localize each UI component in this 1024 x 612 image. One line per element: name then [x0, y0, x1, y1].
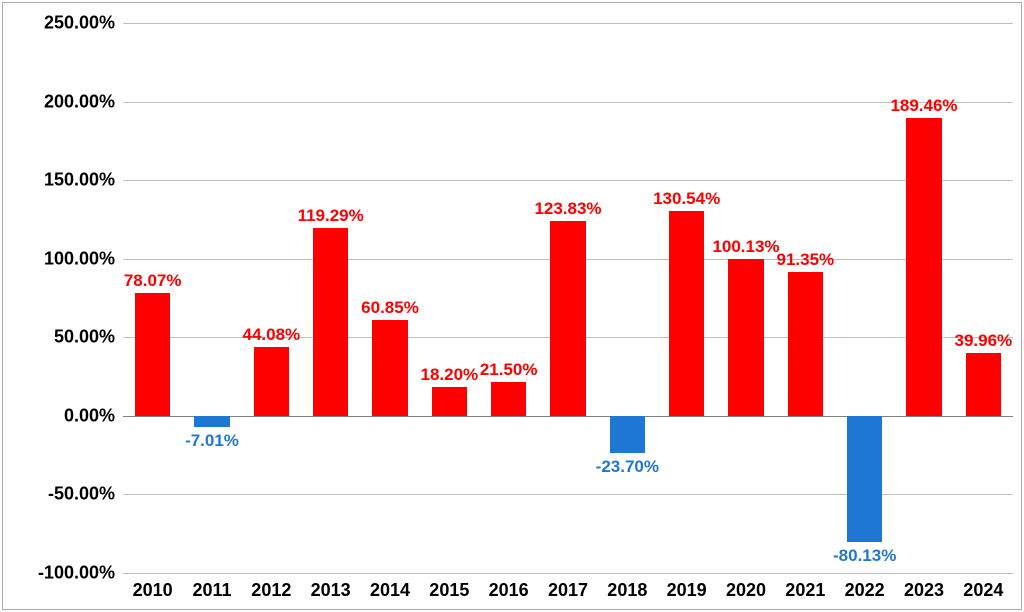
y-tick-label: 200.00%	[44, 91, 123, 112]
x-tick-label: 2024	[963, 580, 1003, 601]
data-label: 189.46%	[890, 96, 957, 116]
x-tick-label: 2014	[370, 580, 410, 601]
x-tick-label: 2023	[904, 580, 944, 601]
data-label: 21.50%	[480, 360, 538, 380]
x-tick-label: 2017	[548, 580, 588, 601]
data-label: -7.01%	[185, 431, 239, 451]
gridline	[123, 573, 1013, 574]
gridline	[123, 180, 1013, 181]
y-tick-label: 150.00%	[44, 170, 123, 191]
data-label: 18.20%	[420, 365, 478, 385]
data-label: -80.13%	[833, 546, 896, 566]
data-label: 130.54%	[653, 189, 720, 209]
bar	[254, 347, 290, 416]
bar	[669, 211, 705, 416]
x-tick-label: 2013	[311, 580, 351, 601]
x-tick-label: 2019	[667, 580, 707, 601]
bar	[847, 416, 883, 542]
bar	[491, 382, 527, 416]
bar	[550, 221, 586, 416]
y-tick-label: 250.00%	[44, 13, 123, 34]
bar	[610, 416, 646, 453]
bar	[966, 353, 1002, 416]
data-label: 91.35%	[776, 250, 834, 270]
data-label: 39.96%	[954, 331, 1012, 351]
data-label: 100.13%	[712, 237, 779, 257]
bar	[194, 416, 230, 427]
bar	[728, 259, 764, 416]
x-tick-label: 2015	[429, 580, 469, 601]
x-tick-label: 2020	[726, 580, 766, 601]
data-label: -23.70%	[596, 457, 659, 477]
bar	[313, 228, 349, 415]
data-label: 60.85%	[361, 298, 419, 318]
x-tick-label: 2016	[489, 580, 529, 601]
x-tick-label: 2010	[133, 580, 173, 601]
gridline	[123, 23, 1013, 24]
x-tick-label: 2022	[845, 580, 885, 601]
y-tick-label: -100.00%	[38, 563, 123, 584]
y-tick-label: 0.00%	[64, 405, 123, 426]
y-tick-label: 100.00%	[44, 248, 123, 269]
data-label: 44.08%	[242, 325, 300, 345]
bar	[788, 272, 824, 416]
plot-area: -100.00%-50.00%0.00%50.00%100.00%150.00%…	[123, 23, 1013, 573]
y-tick-label: -50.00%	[48, 484, 123, 505]
x-tick-label: 2021	[785, 580, 825, 601]
percentage-bar-chart: -100.00% -50.00% 0.00% 50.00% 100.00% 150.00%…	[2, 2, 1022, 610]
bar	[432, 387, 468, 416]
gridline	[123, 102, 1013, 103]
data-label: 123.83%	[534, 199, 601, 219]
bar	[135, 293, 171, 416]
x-tick-label: 2011	[192, 580, 231, 601]
data-label: 78.07%	[124, 271, 182, 291]
bar	[372, 320, 408, 416]
data-label: 119.29%	[298, 206, 364, 226]
bar	[906, 118, 942, 416]
y-tick-label: 50.00%	[54, 327, 123, 348]
x-tick-label: 2012	[251, 580, 291, 601]
x-tick-label: 2018	[607, 580, 647, 601]
